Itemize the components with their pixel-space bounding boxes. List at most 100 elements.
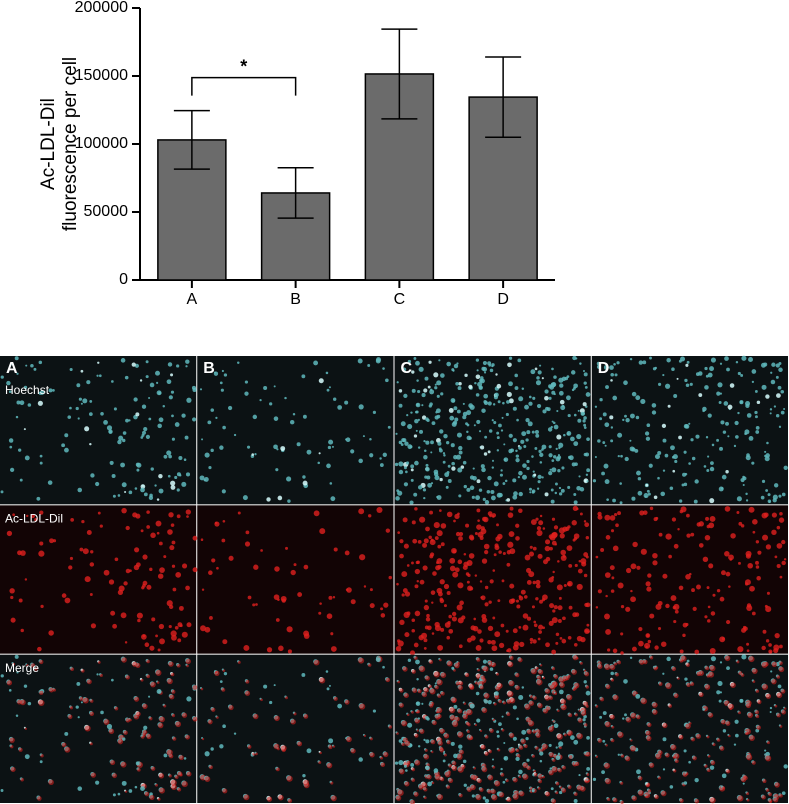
ldl-signal bbox=[762, 534, 769, 541]
nucleus bbox=[214, 371, 217, 374]
nucleus bbox=[475, 495, 481, 501]
nucleus bbox=[754, 415, 758, 419]
ldl-signal bbox=[166, 749, 173, 756]
ldl-signal bbox=[171, 540, 176, 545]
ldl-signal bbox=[610, 589, 615, 593]
nucleus bbox=[39, 760, 43, 764]
nucleus bbox=[612, 395, 618, 401]
ldl-signal bbox=[228, 705, 234, 711]
ldl-signal bbox=[121, 657, 127, 663]
ldl-signal bbox=[20, 550, 26, 556]
ldl-signal bbox=[545, 688, 551, 694]
nucleus bbox=[326, 463, 331, 469]
ldl-signal bbox=[757, 550, 762, 555]
ldl-signal bbox=[413, 791, 419, 797]
ldl-signal bbox=[350, 599, 356, 605]
nucleus bbox=[414, 418, 419, 424]
ldl-signal bbox=[168, 512, 174, 518]
nucleus bbox=[573, 798, 578, 803]
ldl-signal bbox=[559, 636, 563, 640]
ldl-signal bbox=[738, 671, 743, 676]
ldl-signal bbox=[543, 559, 548, 565]
nucleus bbox=[660, 491, 666, 497]
nucleus bbox=[150, 467, 154, 471]
nucleus bbox=[662, 672, 665, 675]
nucleus bbox=[440, 392, 444, 396]
ldl-signal bbox=[577, 568, 583, 574]
ldl-signal bbox=[702, 556, 709, 563]
ldl-signal bbox=[535, 597, 539, 601]
ldl-signal bbox=[630, 712, 637, 719]
ldl-signal bbox=[70, 517, 74, 522]
ldl-signal bbox=[685, 772, 689, 776]
ldl-signal bbox=[647, 639, 652, 644]
nucleus bbox=[637, 476, 642, 481]
ldl-signal bbox=[468, 553, 475, 559]
nucleus bbox=[453, 454, 458, 460]
ldl-signal bbox=[510, 598, 516, 603]
ldl-signal bbox=[604, 572, 611, 578]
ldl-signal bbox=[497, 683, 503, 689]
ldl-signal bbox=[40, 754, 44, 758]
ldl-signal bbox=[533, 772, 538, 777]
ldl-signal bbox=[90, 550, 94, 554]
nucleus bbox=[526, 430, 531, 435]
nucleus bbox=[773, 405, 777, 408]
nucleus bbox=[14, 356, 19, 361]
ldl-signal bbox=[89, 711, 95, 717]
ldl-signal bbox=[529, 545, 533, 549]
ldl-signal bbox=[186, 515, 189, 518]
nucleus bbox=[602, 441, 606, 445]
nucleus bbox=[415, 659, 420, 665]
ldl-signal bbox=[581, 561, 587, 567]
ldl-signal bbox=[457, 617, 464, 624]
ldl-signal bbox=[630, 589, 633, 593]
ldl-signal bbox=[167, 529, 173, 535]
ldl-signal bbox=[692, 756, 697, 761]
nucleus bbox=[358, 404, 364, 410]
ldl-signal bbox=[465, 672, 470, 677]
nucleus bbox=[456, 362, 459, 365]
ldl-signal bbox=[443, 604, 447, 608]
nucleus bbox=[522, 474, 527, 480]
nucleus bbox=[484, 798, 490, 804]
ldl-signal bbox=[539, 514, 543, 518]
nucleus bbox=[439, 429, 444, 434]
nucleus bbox=[456, 409, 461, 414]
ldl-signal bbox=[451, 697, 457, 704]
ldl-signal bbox=[278, 645, 284, 652]
nucleus bbox=[726, 666, 730, 671]
nucleus bbox=[425, 463, 429, 467]
ldl-signal bbox=[397, 680, 401, 684]
nucleus bbox=[531, 430, 535, 434]
nucleus bbox=[428, 404, 432, 408]
nucleus bbox=[407, 722, 413, 728]
ldl-signal bbox=[728, 703, 734, 710]
nucleus bbox=[484, 400, 489, 405]
ldl-signal bbox=[463, 702, 467, 705]
nucleus bbox=[458, 744, 463, 749]
nucleus bbox=[103, 419, 108, 425]
ldl-signal bbox=[518, 626, 522, 629]
ldl-signal bbox=[157, 722, 164, 729]
nucleus bbox=[765, 394, 770, 399]
nucleus bbox=[181, 481, 187, 487]
nucleus bbox=[117, 439, 122, 445]
nucleus bbox=[33, 367, 37, 371]
nucleus bbox=[350, 449, 355, 454]
nucleus bbox=[162, 405, 166, 408]
nucleus bbox=[415, 701, 421, 706]
ldl-signal bbox=[559, 786, 563, 790]
ldl-signal bbox=[416, 709, 420, 714]
ldl-signal bbox=[571, 520, 577, 526]
nucleus bbox=[372, 709, 377, 713]
ldl-signal bbox=[479, 685, 484, 690]
nucleus bbox=[778, 361, 782, 365]
ldl-signal bbox=[557, 619, 562, 623]
nucleus bbox=[80, 402, 83, 405]
nucleus bbox=[596, 361, 601, 366]
nucleus bbox=[19, 478, 23, 482]
nucleus bbox=[636, 769, 641, 775]
nucleus bbox=[423, 449, 427, 452]
ldl-signal bbox=[273, 743, 280, 750]
